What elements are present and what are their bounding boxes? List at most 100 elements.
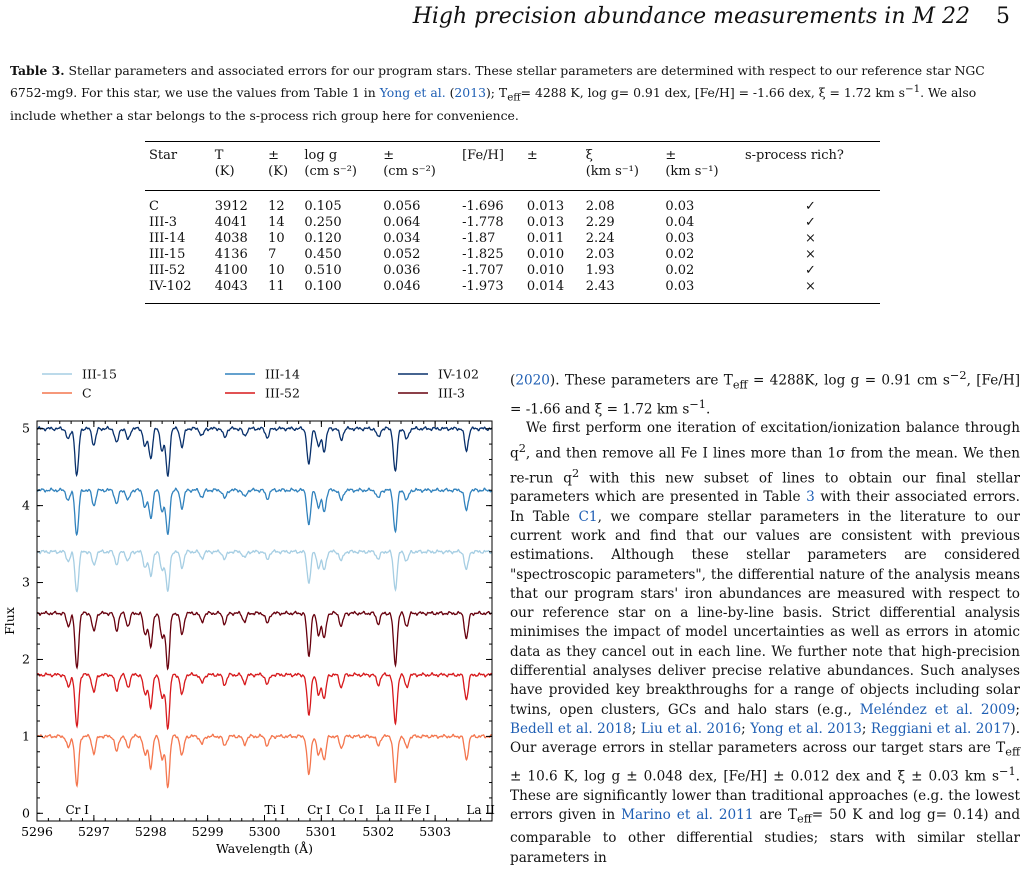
table-cell: 0.013 [526, 215, 565, 230]
table-cell: -1.973 [462, 279, 504, 294]
header-unit-cell [741, 164, 880, 191]
header-unit-cell: (cm s⁻²) [304, 164, 358, 179]
header-unit-cell: (K) [214, 164, 235, 179]
table-cell: III-14 [149, 231, 186, 246]
header-cell: ± [526, 148, 538, 163]
table-cell: 0.046 [383, 279, 421, 294]
spectrum-line [37, 610, 492, 671]
table-cell: 0.014 [526, 279, 565, 294]
caption-sub: eff [507, 91, 521, 104]
header-unit-cell [523, 164, 582, 191]
table-cell: 2.43 [585, 279, 615, 294]
ref-yong[interactable]: Yong et al. 2013 [750, 720, 862, 737]
ref-2020[interactable]: 2020 [515, 372, 550, 389]
caption-ref-yong[interactable]: Yong et al. [379, 85, 446, 101]
table-cell: 0.450 [304, 247, 342, 262]
ref-bedell[interactable]: Bedell et al. 2018 [510, 720, 632, 737]
table-cell: 0.250 [304, 215, 342, 230]
table-cell: 0.105 [304, 199, 342, 214]
x-tick-label: 5297 [78, 824, 110, 839]
legend-label: IV-102 [438, 367, 479, 382]
line-label: Ti I [265, 803, 286, 817]
header-unit-cell: (km s⁻¹) [585, 164, 639, 179]
ref-table-c1[interactable]: C1 [578, 508, 598, 525]
table-cell: 0.03 [665, 231, 695, 246]
table-row: III-14 4038 10 0.120 0.034 -1.87 0.011 2.24 0.03… [145, 231, 880, 247]
header-cell: ± [268, 148, 280, 163]
table-cell: 0.04 [665, 215, 695, 230]
y-axis-label: Flux [2, 607, 17, 635]
table-cell: 0.100 [304, 279, 342, 294]
ref-reggiani[interactable]: Reggiani et al. 2017 [870, 720, 1011, 737]
y-tick-label: 5 [22, 421, 30, 436]
sprocess-mark: × [805, 231, 816, 246]
table-body: C 3912 12 0.105 0.056 -1.696 0.013 2.08 0.03 ✓ III… [145, 190, 880, 304]
legend-label: III-15 [82, 367, 117, 382]
table-cell: 0.02 [665, 247, 695, 262]
table-cell: 2.29 [585, 215, 615, 230]
running-header: High precision abundance measurements in… [0, 4, 1010, 29]
p1-sub: eff [732, 377, 748, 392]
line-label: Fe I [407, 803, 431, 817]
table-cell: 3912 [214, 199, 248, 214]
p1-text-4: . [706, 401, 711, 418]
y-tick-label: 2 [22, 651, 30, 666]
table-row: III-3 4041 14 0.250 0.064 -1.778 0.013 2.29 0.04… [145, 215, 880, 231]
table-head: Star T ± log g ± [Fe/H] ± ξ ± s-process rich? (K)… [145, 141, 880, 191]
y-tick-label: 1 [22, 728, 30, 743]
table-cell: 0.010 [526, 263, 565, 278]
spectra-figure: III-15 III-14 IV-102 C III-52 III-3 5296 5297 52… [0, 355, 505, 859]
stellar-parameters-table: Star T ± log g ± [Fe/H] ± ξ ± s-process rich? (K)… [145, 141, 880, 304]
caption-ref-year[interactable]: 2013 [454, 85, 486, 101]
p2-t8: . These are significantly lower than tra… [510, 768, 1020, 824]
header-unit-cell: (cm s⁻²) [383, 164, 436, 179]
table-cell: 0.036 [383, 263, 421, 278]
paragraph-1: (2020). These parameters are Teff = 4288… [510, 368, 1020, 418]
ref-table-3[interactable]: 3 [806, 489, 815, 506]
p2-t9: are T [753, 807, 798, 824]
header-unit-cell [145, 164, 211, 191]
x-tick-label: 5298 [135, 824, 167, 839]
table-caption: Table 3. Stellar parameters and associat… [10, 63, 985, 123]
p2-t1: We first perform one iteration of excita… [510, 420, 1020, 462]
table-cell: 0.02 [665, 263, 695, 278]
p2-t6: ). Our average errors in stellar paramet… [510, 720, 1021, 757]
legend-label: C [82, 386, 92, 401]
x-axis-label: Wavelength (Å) [216, 841, 313, 855]
p1-text-3: , [Fe/H] = -1.66 and ξ = 1.72 km s [510, 372, 1020, 418]
line-label: La II [375, 803, 404, 817]
table-cell: 4136 [214, 247, 248, 262]
header-cell: [Fe/H] [462, 148, 504, 163]
table-cell: 0.013 [526, 199, 565, 214]
p1-sup: −2 [949, 368, 967, 382]
x-tick-label: 5299 [192, 824, 224, 839]
ref-liu[interactable]: Liu et al. 2016 [640, 720, 742, 737]
sprocess-mark: × [805, 247, 816, 262]
sprocess-mark: ✓ [805, 215, 816, 230]
ref-melendez[interactable]: Meléndez et al. 2009 [859, 701, 1016, 718]
ref-marino[interactable]: Marino et al. 2011 [621, 807, 754, 824]
table-row: C 3912 12 0.105 0.056 -1.696 0.013 2.08 0.03 ✓ [145, 191, 880, 216]
sprocess-mark: ✓ [805, 199, 816, 214]
table-row: III-15 4136 7 0.450 0.052 -1.825 0.010 2.03 0.02… [145, 247, 880, 263]
legend-label: III-52 [265, 386, 300, 401]
table-cell: III-52 [149, 263, 186, 278]
p2-t5: , we compare stellar parameters in the l… [510, 508, 1020, 718]
header-cell: s-process rich? [744, 148, 844, 163]
header-cell: log g [304, 148, 338, 163]
p1-text: ). These parameters are T [549, 372, 733, 389]
p2-sup: −1 [998, 764, 1016, 779]
legend-label: III-14 [265, 367, 300, 382]
p2-t4: with their associated errors. In Table [510, 489, 1020, 525]
table-cell: 4038 [214, 231, 248, 246]
p2-sq-2: 2 [571, 465, 580, 480]
table-cell: -1.825 [462, 247, 504, 262]
sprocess-mark: × [805, 279, 816, 294]
header-cell: T [214, 148, 224, 163]
body-text: (2020). These parameters are Teff = 4288… [510, 366, 1020, 868]
legend-label: III-3 [438, 386, 465, 401]
table-cell: IV-102 [149, 279, 192, 294]
line-label: Cr I [65, 803, 89, 817]
table-cell: 0.064 [383, 215, 421, 230]
table-cell: 0.120 [304, 231, 342, 246]
